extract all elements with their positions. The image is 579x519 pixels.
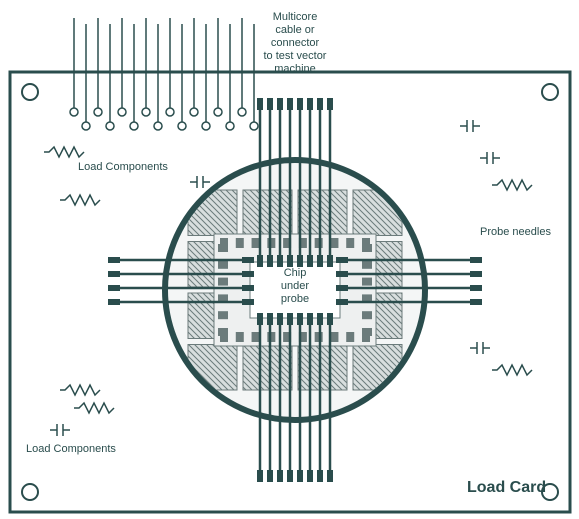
svg-text:Multicore: Multicore (273, 11, 318, 23)
svg-text:Load Card: Load Card (467, 479, 546, 496)
diagram-root: Multicorecable orconnectorto test vector… (0, 0, 579, 519)
svg-text:probe: probe (281, 293, 309, 305)
svg-text:Load Components: Load Components (78, 161, 168, 173)
svg-text:Load Components: Load Components (26, 443, 116, 455)
svg-text:machine: machine (274, 63, 316, 75)
svg-text:cable or: cable or (275, 24, 314, 36)
svg-text:to test vector: to test vector (264, 50, 327, 62)
svg-text:connector: connector (271, 37, 320, 49)
svg-text:under: under (281, 280, 309, 292)
svg-text:Chip: Chip (284, 267, 307, 279)
svg-text:Probe needles: Probe needles (480, 226, 551, 238)
